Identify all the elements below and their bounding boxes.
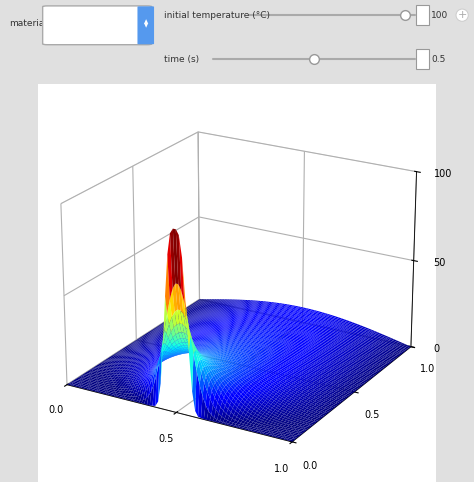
- FancyBboxPatch shape: [43, 6, 152, 45]
- Text: time (s): time (s): [164, 54, 199, 64]
- FancyBboxPatch shape: [137, 6, 154, 44]
- Text: +: +: [457, 10, 467, 20]
- Text: pure Fe (s): pure Fe (s): [55, 20, 122, 30]
- Text: ▲
▼: ▲ ▼: [144, 19, 148, 28]
- Text: material: material: [9, 19, 47, 28]
- Text: 0.5: 0.5: [431, 54, 446, 64]
- Bar: [416, 49, 429, 69]
- Bar: [416, 5, 429, 25]
- Text: initial temperature (°C): initial temperature (°C): [164, 11, 270, 20]
- Text: 100: 100: [431, 11, 448, 20]
